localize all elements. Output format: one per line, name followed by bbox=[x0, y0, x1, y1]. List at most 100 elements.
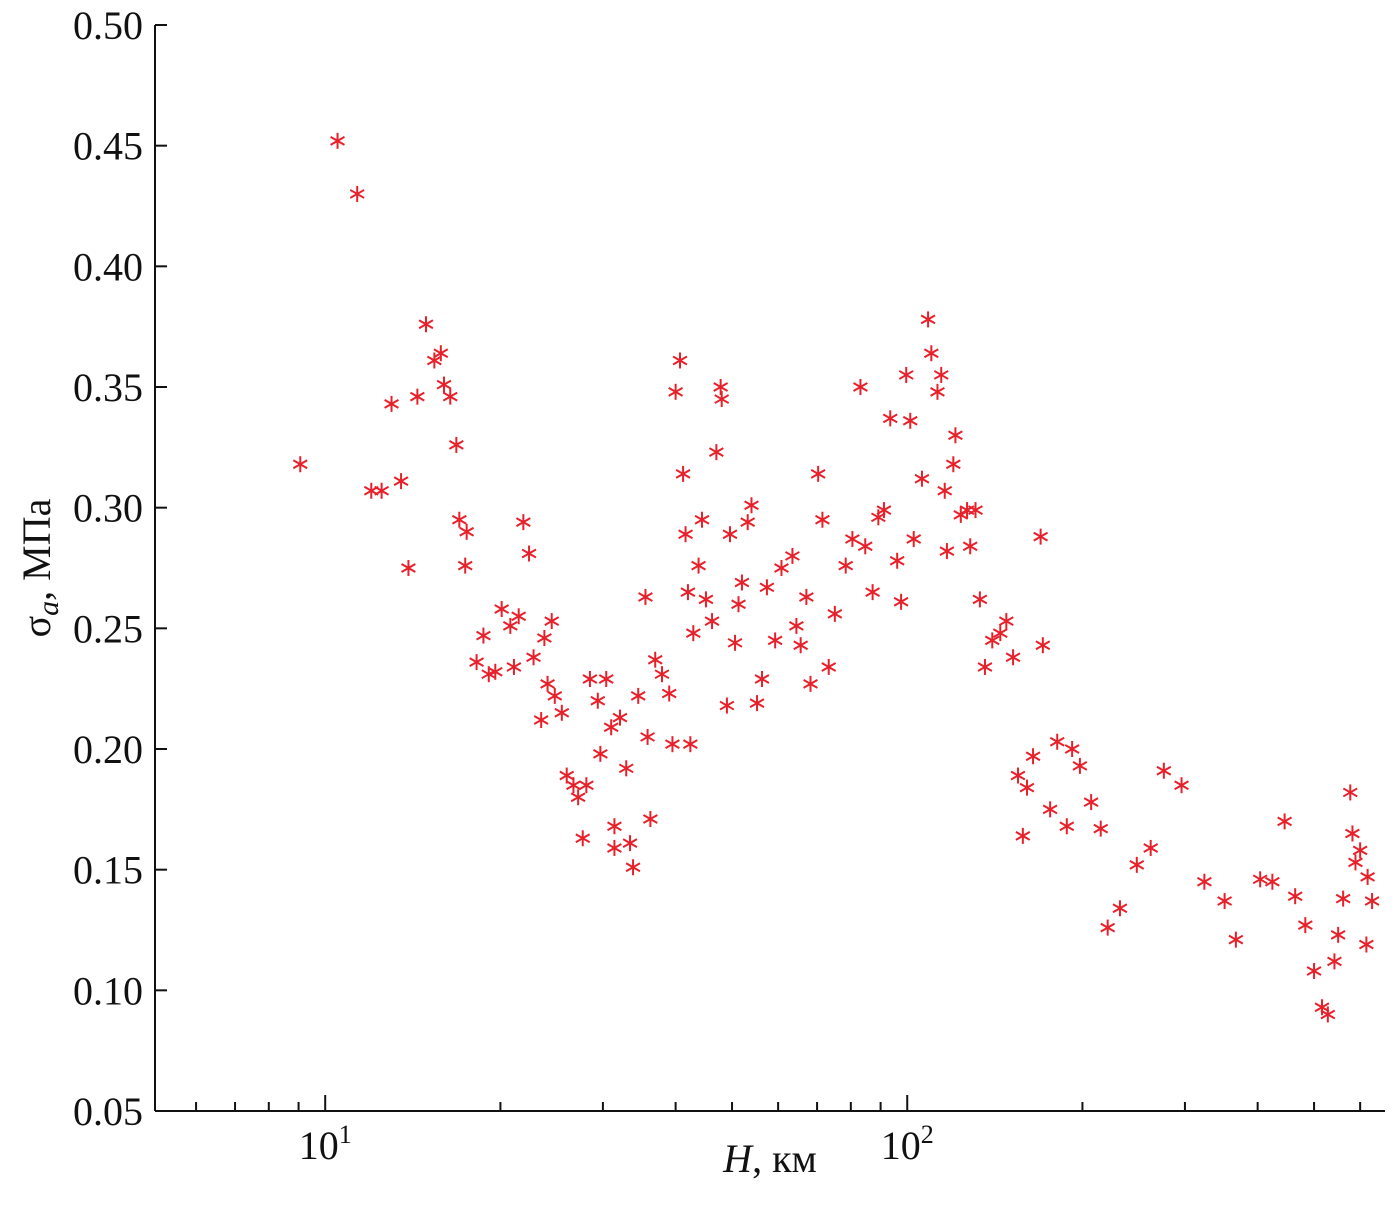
point-stroke bbox=[1277, 816, 1293, 827]
point bbox=[1342, 784, 1358, 801]
point bbox=[759, 579, 775, 596]
point bbox=[363, 482, 379, 499]
point-stroke bbox=[1196, 876, 1212, 887]
point-stroke bbox=[506, 662, 522, 672]
point bbox=[821, 658, 837, 675]
point-stroke bbox=[475, 630, 491, 641]
point bbox=[1364, 893, 1380, 910]
point bbox=[506, 658, 522, 675]
point bbox=[1348, 854, 1363, 871]
point bbox=[570, 789, 586, 806]
point bbox=[1129, 856, 1145, 873]
point-stroke bbox=[515, 517, 531, 528]
point bbox=[698, 591, 714, 608]
point-stroke bbox=[625, 862, 641, 873]
point bbox=[889, 552, 905, 569]
point bbox=[1093, 820, 1109, 837]
point bbox=[1035, 637, 1051, 654]
point bbox=[898, 366, 914, 383]
point-stroke bbox=[642, 814, 658, 824]
point bbox=[409, 388, 425, 405]
point-stroke bbox=[680, 587, 696, 597]
point bbox=[630, 687, 646, 704]
point-stroke bbox=[998, 616, 1014, 626]
point-stroke bbox=[640, 732, 656, 742]
y-tick-label: 0.50 bbox=[73, 3, 143, 48]
point bbox=[1306, 963, 1322, 980]
point bbox=[536, 629, 552, 646]
point bbox=[622, 835, 638, 852]
point-stroke bbox=[1364, 896, 1380, 906]
point bbox=[827, 605, 843, 622]
point bbox=[675, 465, 691, 482]
point-stroke bbox=[1093, 823, 1109, 834]
point-stroke bbox=[1042, 804, 1058, 815]
y-tick-label: 0.30 bbox=[73, 486, 143, 531]
point-stroke bbox=[694, 514, 710, 525]
point-stroke bbox=[1297, 920, 1313, 931]
point bbox=[618, 760, 634, 777]
point bbox=[939, 543, 955, 560]
point-stroke bbox=[511, 611, 527, 622]
point bbox=[592, 745, 608, 762]
point bbox=[665, 736, 680, 753]
x-tick-label: 102 bbox=[881, 1120, 934, 1168]
y-tick-label: 0.10 bbox=[73, 968, 143, 1013]
point-stroke bbox=[1352, 845, 1368, 856]
x-label-rest: , км bbox=[752, 1136, 817, 1181]
point bbox=[793, 637, 809, 654]
point-stroke bbox=[1342, 787, 1358, 798]
point bbox=[575, 830, 591, 847]
point-stroke bbox=[774, 563, 789, 573]
point-stroke bbox=[759, 582, 775, 593]
point-stroke bbox=[889, 555, 905, 566]
point-stroke bbox=[1252, 874, 1268, 885]
point-stroke bbox=[526, 652, 541, 663]
point-stroke bbox=[607, 843, 622, 853]
point-stroke bbox=[788, 621, 804, 631]
point-stroke bbox=[1083, 797, 1099, 807]
point bbox=[713, 379, 729, 395]
point bbox=[1277, 813, 1293, 830]
point-stroke bbox=[708, 447, 724, 458]
point bbox=[937, 482, 953, 499]
point bbox=[1005, 649, 1021, 666]
point-stroke bbox=[1327, 956, 1342, 967]
point-stroke bbox=[930, 386, 945, 397]
point bbox=[977, 658, 993, 675]
point bbox=[590, 692, 606, 709]
point-stroke bbox=[939, 546, 955, 556]
point bbox=[1252, 871, 1268, 888]
point-stroke bbox=[494, 604, 510, 614]
point-stroke bbox=[972, 594, 988, 605]
point-stroke bbox=[1330, 929, 1346, 940]
point-stroke bbox=[578, 780, 594, 791]
point bbox=[330, 132, 345, 149]
point bbox=[393, 473, 409, 490]
y-axis-label: σa, МПа bbox=[14, 498, 65, 637]
y-tick-label: 0.40 bbox=[73, 244, 143, 289]
point-stroke bbox=[622, 838, 638, 848]
x-label-symbol: H bbox=[722, 1136, 754, 1181]
point-stroke bbox=[559, 770, 575, 781]
point-stroke bbox=[749, 698, 765, 709]
point-stroke bbox=[992, 628, 1008, 639]
point bbox=[607, 818, 622, 835]
point-stroke bbox=[947, 430, 963, 441]
point-stroke bbox=[882, 413, 898, 424]
point bbox=[1196, 873, 1212, 890]
point-stroke bbox=[1228, 934, 1244, 945]
point bbox=[853, 379, 868, 395]
point-stroke bbox=[923, 348, 939, 359]
y-label-symbol: σ bbox=[14, 616, 59, 638]
point-stroke bbox=[1264, 876, 1280, 887]
point bbox=[1025, 748, 1041, 765]
point-stroke bbox=[374, 485, 390, 496]
y-tick-label: 0.15 bbox=[73, 848, 143, 893]
point bbox=[740, 514, 756, 531]
point bbox=[906, 531, 922, 548]
point-stroke bbox=[469, 657, 485, 667]
point bbox=[1019, 779, 1035, 796]
point bbox=[953, 506, 969, 523]
point-stroke bbox=[607, 821, 622, 832]
